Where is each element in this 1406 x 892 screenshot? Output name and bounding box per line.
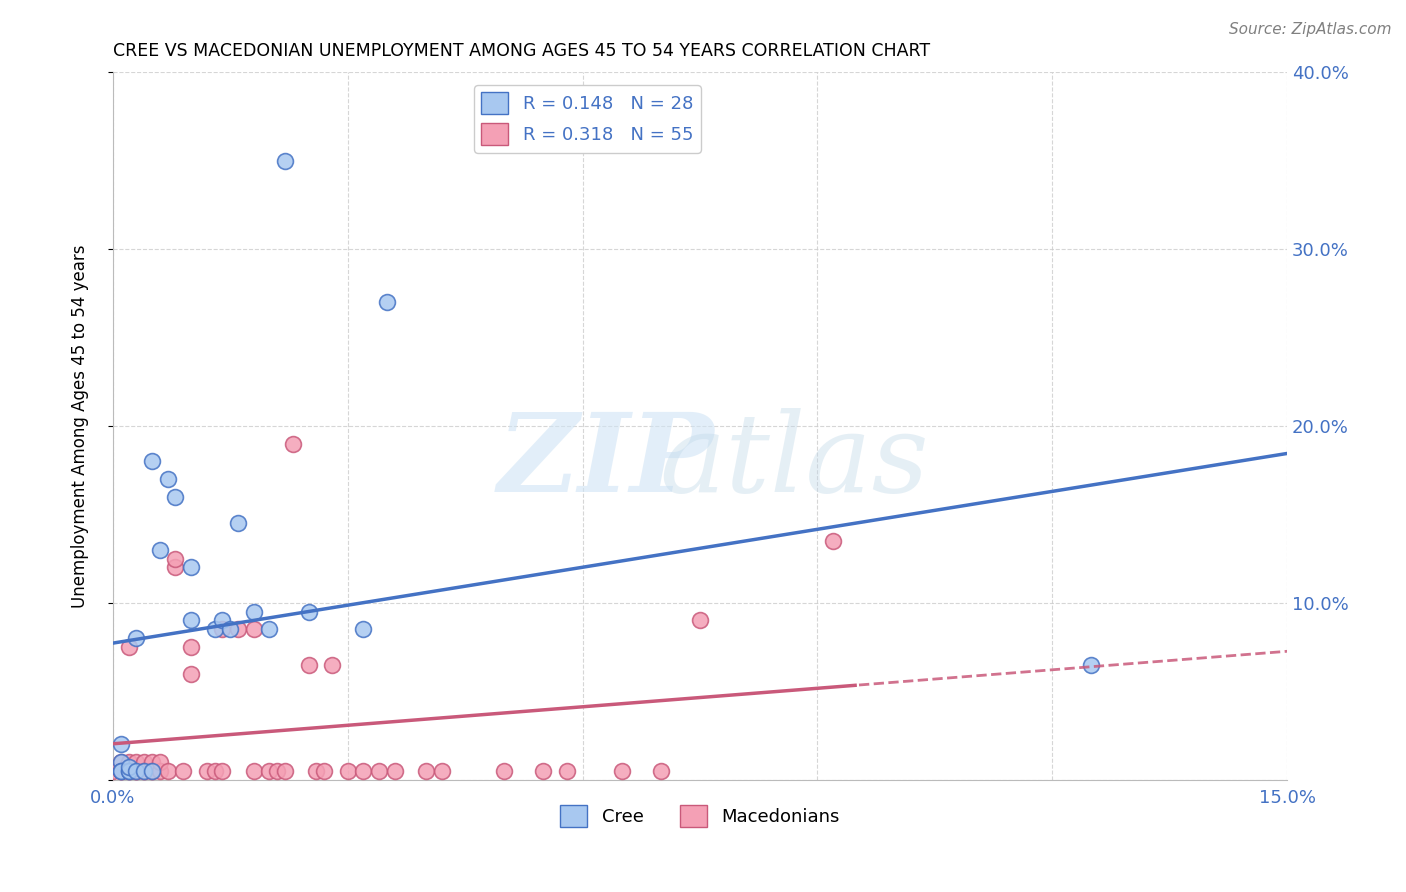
Point [110,764,132,778]
Point [125,631,148,645]
Point [134,755,156,769]
Point [274,764,297,778]
Point [689,614,711,628]
Point [259,764,281,778]
Point [211,764,233,778]
Point [1080,657,1102,672]
Point [242,605,264,619]
Point [321,657,343,672]
Point [110,755,132,769]
Point [180,560,202,574]
Point [336,764,359,778]
Y-axis label: Unemployment Among Ages 45 to 54 years: Unemployment Among Ages 45 to 54 years [72,244,89,607]
Point [141,755,163,769]
Point [141,454,163,468]
Point [297,605,319,619]
Point [274,153,297,168]
Point [204,623,226,637]
Point [117,755,139,769]
Legend: Cree, Macedonians: Cree, Macedonians [553,797,846,834]
Point [384,764,406,778]
Point [117,764,139,778]
Point [110,764,132,778]
Point [430,764,453,778]
Point [172,764,194,778]
Point [101,764,124,778]
Point [195,764,218,778]
Point [165,560,187,574]
Point [125,764,148,778]
Point [259,623,281,637]
Point [211,614,233,628]
Point [134,764,156,778]
Point [110,755,132,769]
Point [149,755,172,769]
Point [117,760,139,774]
Point [110,764,132,778]
Point [125,764,148,778]
Point [110,764,132,778]
Point [134,764,156,778]
Point [415,764,437,778]
Point [125,755,148,769]
Point [180,666,202,681]
Point [314,764,336,778]
Point [821,533,844,548]
Point [610,764,633,778]
Point [242,764,264,778]
Point [156,764,179,778]
Point [352,623,374,637]
Point [180,640,202,654]
Text: ZIP: ZIP [498,408,714,515]
Point [141,764,163,778]
Point [110,737,132,751]
Point [297,657,319,672]
Point [555,764,578,778]
Point [149,764,172,778]
Point [531,764,554,778]
Point [156,472,179,486]
Point [165,490,187,504]
Text: Source: ZipAtlas.com: Source: ZipAtlas.com [1229,22,1392,37]
Point [110,764,132,778]
Point [266,764,288,778]
Point [117,764,139,778]
Point [141,764,163,778]
Point [494,764,516,778]
Point [375,295,398,310]
Point [117,764,139,778]
Point [165,551,187,566]
Point [368,764,391,778]
Point [226,516,249,531]
Point [352,764,374,778]
Point [242,623,264,637]
Point [125,764,148,778]
Text: CREE VS MACEDONIAN UNEMPLOYMENT AMONG AGES 45 TO 54 YEARS CORRELATION CHART: CREE VS MACEDONIAN UNEMPLOYMENT AMONG AG… [112,42,929,60]
Point [305,764,328,778]
Point [180,614,202,628]
Point [141,764,163,778]
Point [226,623,249,637]
Point [219,623,242,637]
Point [117,764,139,778]
Point [211,623,233,637]
Point [281,436,304,450]
Point [117,640,139,654]
Point [204,764,226,778]
Point [125,764,148,778]
Point [149,542,172,557]
Point [134,764,156,778]
Text: atlas: atlas [659,408,929,515]
Point [650,764,672,778]
